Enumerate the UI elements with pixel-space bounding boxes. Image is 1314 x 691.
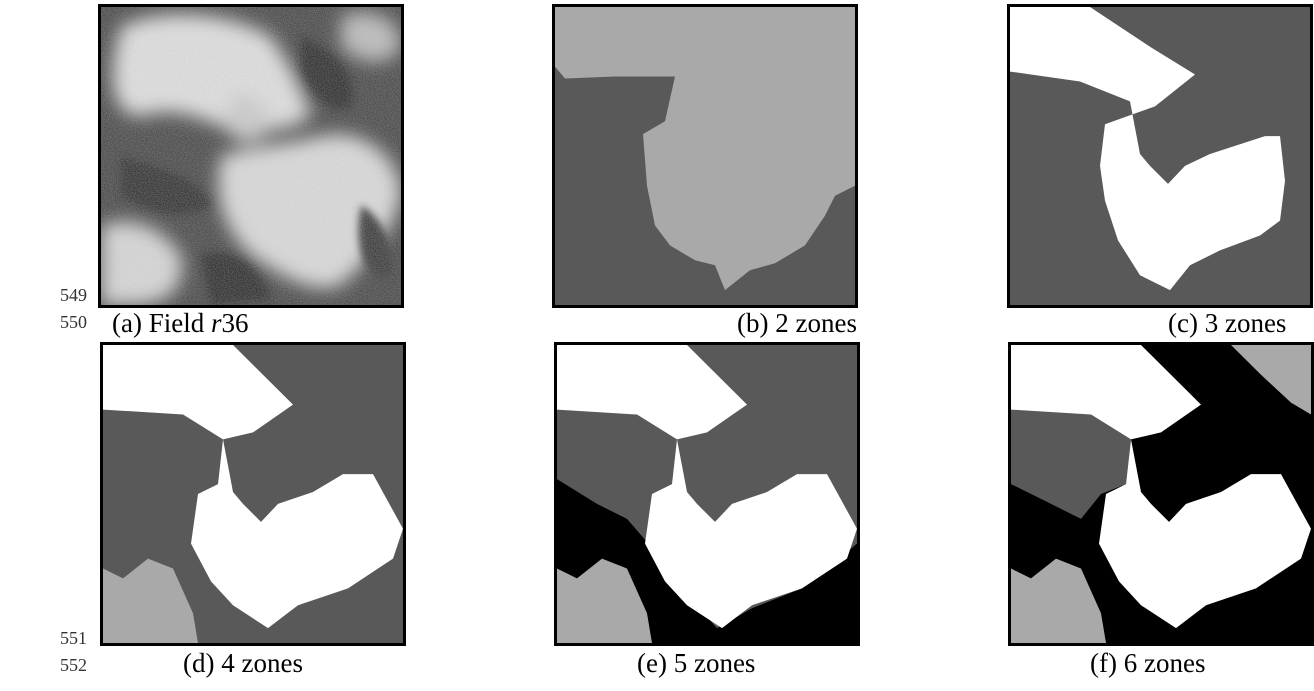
zone-map-3 [1007, 4, 1313, 308]
caption-c: (c) 3 zones [1168, 308, 1287, 338]
line-number-551: 551 [60, 628, 87, 648]
caption-e: (e) 5 zones [637, 648, 756, 678]
zone-region-light-corner [1231, 345, 1311, 415]
line-number-549: 549 [60, 285, 87, 305]
zone-map-2 [552, 4, 858, 308]
field-r36-image [98, 4, 404, 308]
line-number-552: 552 [60, 655, 87, 675]
zone-region-white [557, 345, 857, 629]
zone-region-light [103, 558, 198, 643]
zone-region-dark [1205, 7, 1310, 47]
zone-map-6 [1008, 342, 1314, 646]
line-number-550: 550 [60, 312, 87, 332]
zone-map-4 [100, 342, 406, 646]
caption-a-italic: r [210, 308, 222, 338]
zone-map-5 [554, 342, 860, 646]
caption-d: (d) 4 zones [183, 648, 303, 678]
caption-f: (f) 6 zones [1090, 648, 1206, 678]
zone-region-white [1011, 345, 1311, 629]
zone-region-light [1011, 558, 1106, 643]
zone-region-white [103, 345, 403, 629]
zone-region-light [557, 558, 652, 643]
caption-b: (b) 2 zones [737, 308, 857, 338]
zone-region-light [555, 7, 855, 291]
zone-region-white [1010, 7, 1285, 291]
caption-a: (a) Field r36 [112, 308, 249, 338]
